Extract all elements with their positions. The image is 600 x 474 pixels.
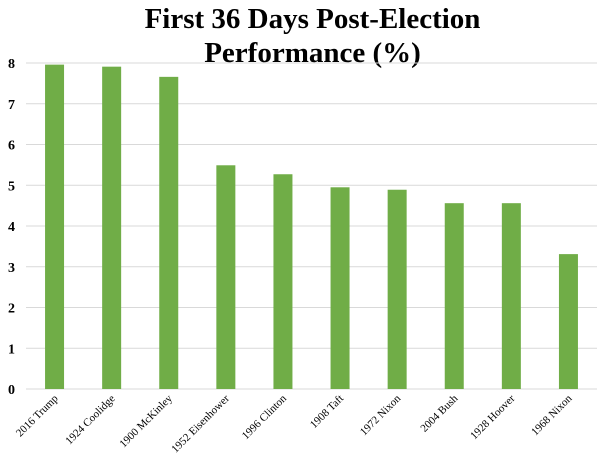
- y-tick-label: 8: [8, 57, 15, 72]
- x-tick-label: 1908 Taft: [308, 393, 346, 431]
- bar: [330, 187, 350, 389]
- x-tick-label: 1928 Hoover: [468, 392, 518, 442]
- chart-title-line-1: First 36 Days Post-Election: [144, 3, 481, 35]
- y-tick-label: 0: [8, 383, 15, 398]
- y-tick-label: 1: [8, 342, 15, 357]
- y-tick-label: 4: [8, 220, 15, 235]
- chart-title: First 36 Days Post-Election Performance …: [40, 2, 585, 70]
- y-tick-label: 5: [8, 179, 15, 194]
- bar: [444, 203, 464, 389]
- bar: [102, 66, 122, 389]
- x-tick-label: 1952 Eisenhower: [169, 392, 232, 455]
- bar: [45, 64, 65, 389]
- bar: [273, 174, 293, 389]
- bar: [216, 165, 236, 389]
- bar: [387, 189, 407, 389]
- bar: [501, 203, 521, 389]
- x-tick-label: 2016 Trump: [14, 392, 61, 439]
- x-tick-label: 1972 Nixon: [358, 392, 404, 438]
- bar: [558, 254, 578, 389]
- x-tick-label: 1996 Clinton: [240, 392, 290, 442]
- x-tick-label: 2004 Bush: [418, 392, 460, 434]
- x-tick-label: 1968 Nixon: [529, 392, 575, 438]
- y-tick-label: 6: [8, 139, 15, 154]
- bar: [159, 76, 179, 389]
- y-tick-label: 3: [8, 261, 15, 276]
- chart-title-line-2: Performance (%): [204, 37, 421, 69]
- y-tick-label: 7: [8, 98, 15, 113]
- y-tick-label: 2: [8, 302, 15, 317]
- x-tick-label: 1900 McKinley: [117, 392, 175, 450]
- x-tick-label: 1924 Coolidge: [63, 393, 118, 448]
